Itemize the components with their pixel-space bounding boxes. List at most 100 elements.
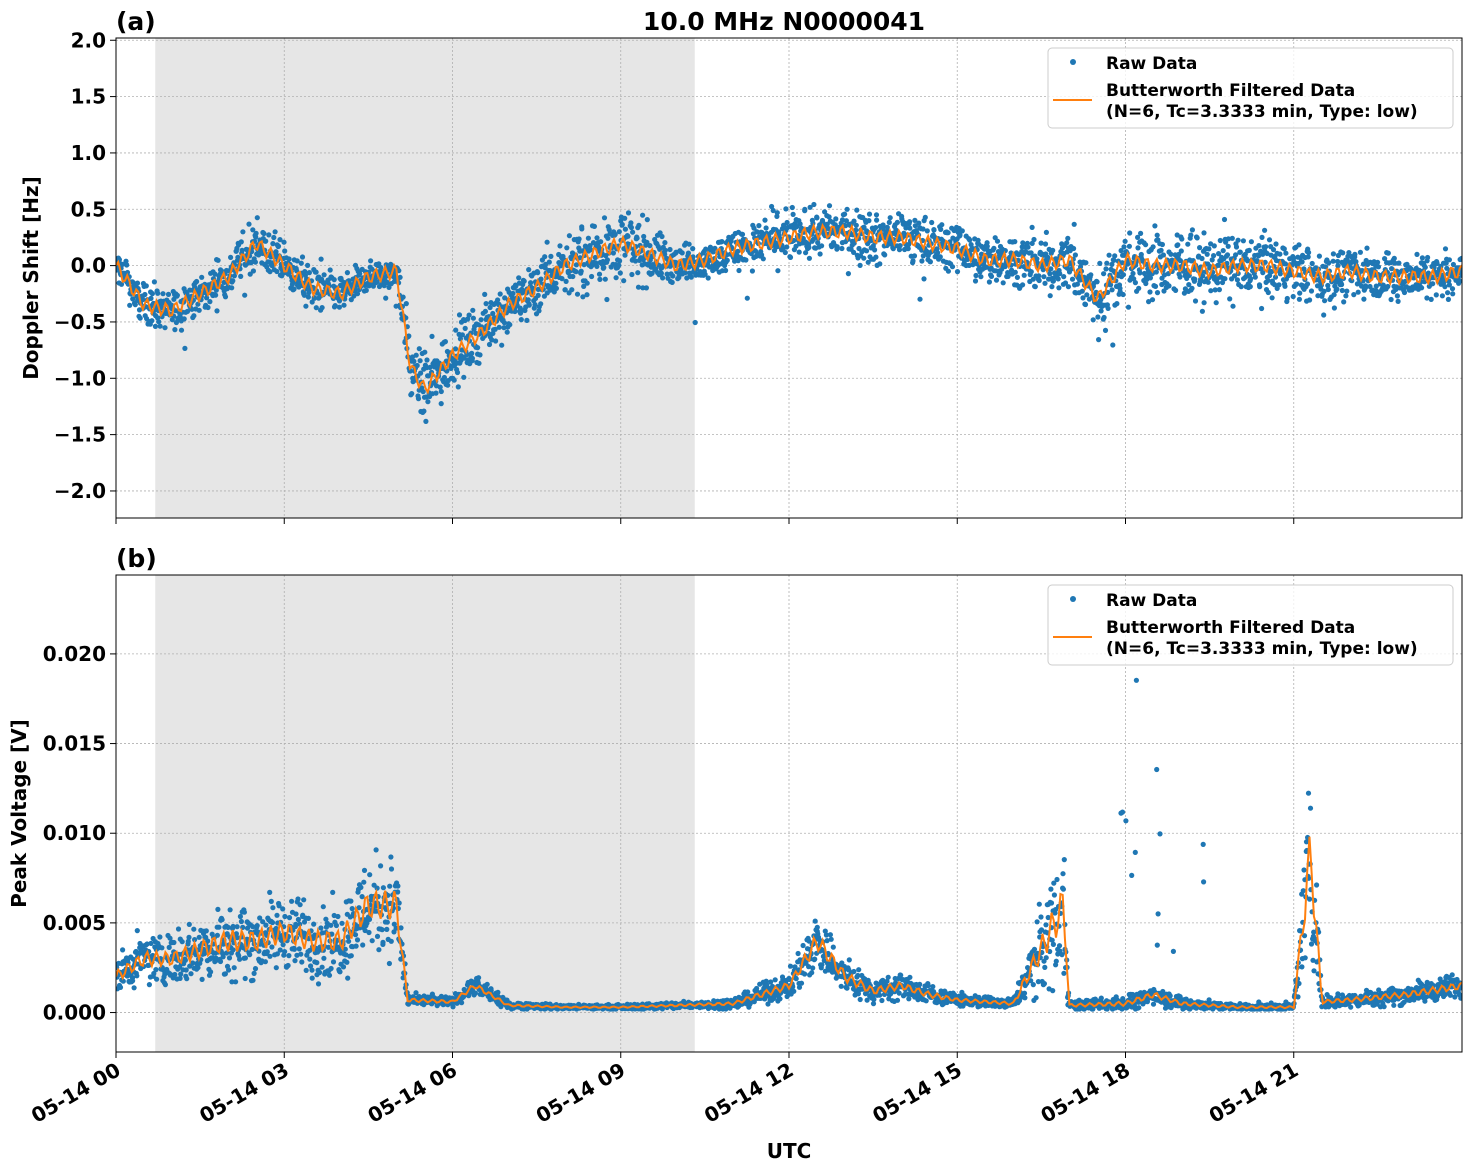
raw-data-point xyxy=(267,954,272,959)
raw-data-point xyxy=(471,316,476,321)
raw-data-point xyxy=(148,296,153,301)
raw-data-point xyxy=(476,361,481,366)
raw-data-point xyxy=(328,267,333,272)
raw-data-point xyxy=(266,232,271,237)
raw-data-point xyxy=(310,976,315,981)
raw-data-point xyxy=(179,328,184,333)
raw-data-point xyxy=(542,254,547,259)
raw-data-point xyxy=(495,990,500,995)
y-axis-label: Doppler Shift [Hz] xyxy=(19,176,43,380)
raw-data-point xyxy=(1206,246,1211,251)
raw-data-point xyxy=(1042,281,1047,286)
raw-data-point xyxy=(147,982,152,987)
raw-data-point xyxy=(216,925,221,930)
raw-data-point xyxy=(790,205,795,210)
raw-data-point xyxy=(375,934,380,939)
raw-data-point xyxy=(1356,290,1361,295)
raw-data-point xyxy=(985,244,990,249)
raw-data-point xyxy=(286,963,291,968)
raw-data-point xyxy=(1230,236,1235,241)
raw-data-point xyxy=(538,277,543,282)
raw-data-point xyxy=(208,969,213,974)
raw-data-point xyxy=(461,375,466,380)
raw-data-point xyxy=(1440,293,1445,298)
raw-data-point xyxy=(307,270,312,275)
raw-data-point xyxy=(487,342,492,347)
raw-data-point xyxy=(229,285,234,290)
raw-data-point xyxy=(1049,284,1054,289)
raw-data-point xyxy=(594,264,599,269)
raw-data-point xyxy=(255,923,260,928)
raw-data-point xyxy=(994,278,999,283)
raw-data-point xyxy=(286,953,291,958)
raw-data-point xyxy=(1341,299,1346,304)
raw-data-point xyxy=(1222,217,1227,222)
raw-data-point xyxy=(183,958,188,963)
raw-data-point xyxy=(319,257,324,262)
legend-label-filtered: Butterworth Filtered Data xyxy=(1106,81,1355,101)
raw-data-point xyxy=(149,318,154,323)
raw-data-point xyxy=(882,252,887,257)
raw-data-point xyxy=(243,976,248,981)
raw-data-point xyxy=(425,399,430,404)
raw-data-point xyxy=(1352,252,1357,257)
raw-data-point xyxy=(1321,312,1326,317)
raw-data-point xyxy=(1121,244,1126,249)
raw-data-point xyxy=(946,230,951,235)
raw-data-point xyxy=(337,969,342,974)
raw-data-point xyxy=(167,945,172,950)
raw-data-point xyxy=(842,212,847,217)
raw-data-point xyxy=(761,256,766,261)
raw-data-point xyxy=(806,245,811,250)
raw-data-point xyxy=(1212,243,1217,248)
raw-data-point xyxy=(756,223,761,228)
raw-data-point xyxy=(1309,288,1314,293)
raw-data-point xyxy=(124,262,129,267)
raw-data-point xyxy=(364,288,369,293)
raw-data-point xyxy=(693,320,698,325)
raw-data-point xyxy=(263,959,268,964)
raw-data-point xyxy=(623,227,628,232)
raw-data-point xyxy=(304,968,309,973)
raw-data-point xyxy=(1107,253,1112,258)
raw-data-point xyxy=(1322,298,1327,303)
raw-data-point xyxy=(311,922,316,927)
raw-data-point xyxy=(617,258,622,263)
raw-data-point xyxy=(199,275,204,280)
raw-data-point xyxy=(1095,279,1100,284)
raw-data-point xyxy=(1153,284,1158,289)
panel-a: −2.0−1.5−1.0−0.50.00.51.01.52.0(a)Dopple… xyxy=(19,7,1465,524)
raw-data-point xyxy=(1259,306,1264,311)
raw-data-point xyxy=(1385,284,1390,289)
raw-data-point xyxy=(872,247,877,252)
raw-data-point xyxy=(871,997,876,1002)
raw-data-point xyxy=(281,942,286,947)
raw-data-point xyxy=(1199,256,1204,261)
raw-data-point xyxy=(176,926,181,931)
raw-data-point xyxy=(305,263,310,268)
raw-data-point xyxy=(1188,233,1193,238)
raw-data-point xyxy=(175,293,180,298)
raw-data-point xyxy=(344,960,349,965)
raw-data-point xyxy=(602,215,607,220)
raw-data-point xyxy=(1296,242,1301,247)
raw-data-point xyxy=(270,920,275,925)
raw-data-point xyxy=(1334,287,1339,292)
raw-data-point xyxy=(617,229,622,234)
raw-data-point xyxy=(973,278,978,283)
raw-data-point xyxy=(1048,293,1053,298)
raw-data-point xyxy=(783,250,788,255)
raw-data-point xyxy=(295,896,300,901)
raw-data-point xyxy=(463,326,468,331)
raw-data-point xyxy=(829,937,834,942)
raw-data-point xyxy=(1225,252,1230,257)
raw-data-point xyxy=(1450,286,1455,291)
raw-data-point xyxy=(378,863,383,868)
raw-data-point xyxy=(917,982,922,987)
raw-data-point xyxy=(1392,256,1397,261)
raw-data-point xyxy=(118,985,123,990)
raw-data-point xyxy=(482,292,487,297)
raw-data-point xyxy=(180,939,185,944)
raw-data-point xyxy=(1239,284,1244,289)
raw-data-point xyxy=(335,914,340,919)
